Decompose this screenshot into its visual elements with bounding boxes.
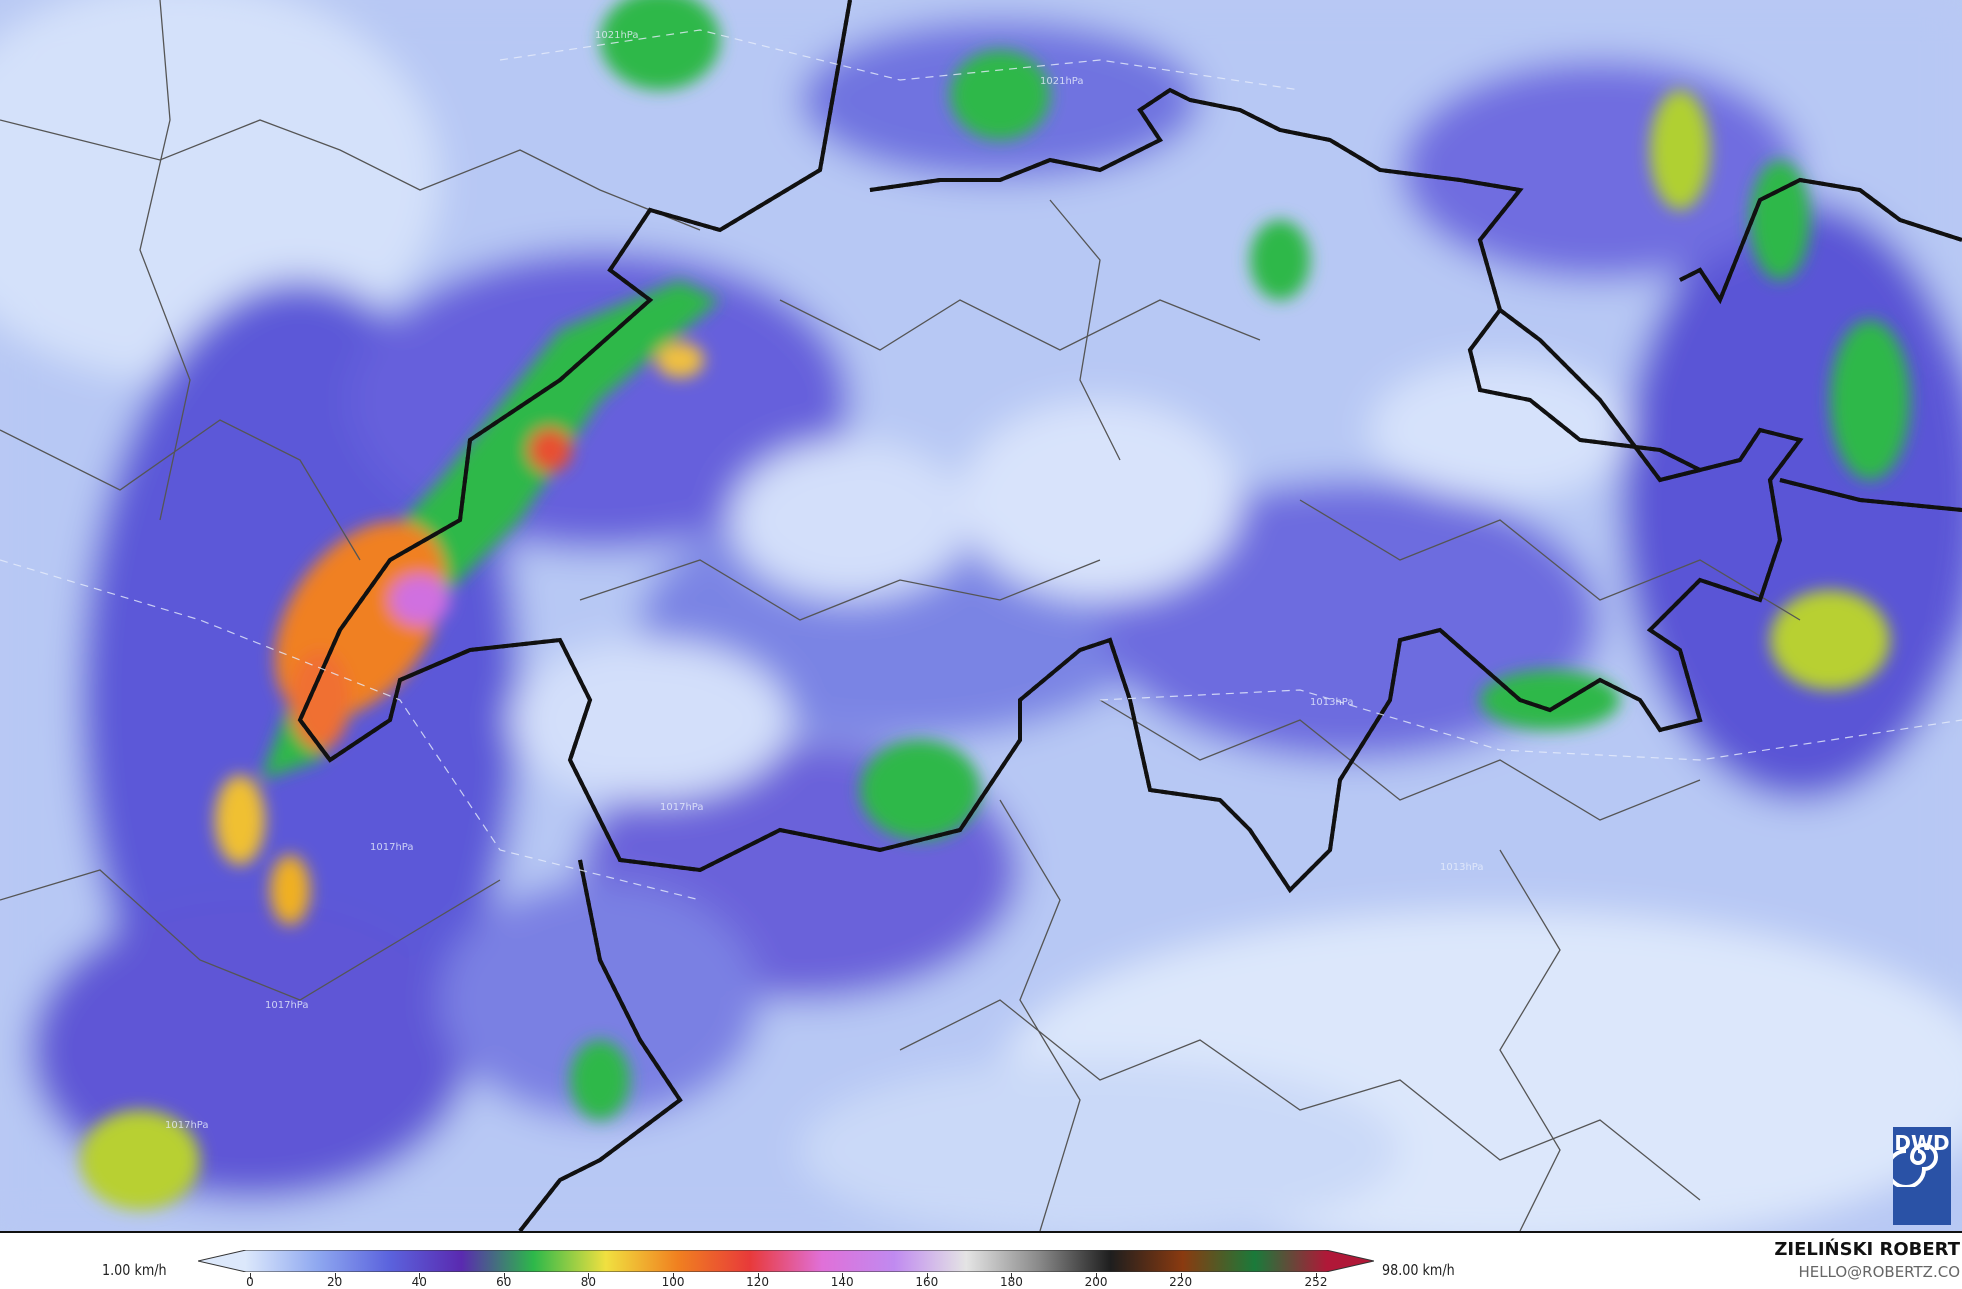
legend-tick-label: 160 — [915, 1275, 939, 1289]
svg-text:1017hPa: 1017hPa — [370, 842, 414, 853]
legend-tick-label: 200 — [1084, 1275, 1108, 1289]
legend-tick — [1011, 1273, 1013, 1279]
legend-tick-label: 220 — [1169, 1275, 1193, 1289]
legend-bar: 1.00 km/h 0 20 40 60 80 100 120 140 160 180 200 220… — [0, 1231, 1962, 1289]
legend-tick — [1316, 1273, 1317, 1279]
map-canvas: 1021hPa 1021hPa 1017hPa 1017hPa 1017hPa … — [0, 0, 1962, 1231]
legend-tick-label: 20 — [326, 1275, 343, 1289]
regional-borders — [0, 0, 1801, 1231]
legend-tick-label: 120 — [746, 1275, 770, 1289]
legend-tick-label: 60 — [496, 1275, 512, 1289]
author-name: ZIELIŃSKI ROBERT — [1774, 1239, 1960, 1260]
svg-text:1021hPa: 1021hPa — [1040, 76, 1084, 87]
legend-tick — [503, 1273, 505, 1279]
legend-max-label: 98.00 km/h — [1382, 1261, 1455, 1279]
svg-text:1017hPa: 1017hPa — [265, 1000, 309, 1011]
legend-tick — [757, 1273, 759, 1279]
svg-text:1017hPa: 1017hPa — [660, 802, 704, 813]
wind-hotspots — [80, 0, 1910, 1210]
wind-gust-map[interactable]: 1021hPa 1021hPa 1017hPa 1017hPa 1017hPa … — [0, 0, 1962, 1231]
dwd-logo: DWD — [1893, 1127, 1951, 1225]
legend-tick — [250, 1273, 251, 1279]
legend-tick — [588, 1273, 590, 1279]
legend-tick — [1180, 1273, 1182, 1279]
svg-text:1013hPa: 1013hPa — [1310, 697, 1354, 708]
legend-tick — [842, 1273, 844, 1279]
legend-tick — [926, 1273, 928, 1279]
legend-tick-label: 80 — [580, 1275, 597, 1289]
svg-text:1021hPa: 1021hPa — [595, 30, 639, 41]
legend-tick-label: 40 — [411, 1275, 427, 1289]
svg-text:1013hPa: 1013hPa — [1440, 862, 1484, 873]
national-borders — [297, 0, 1962, 1231]
color-scale — [198, 1250, 1374, 1272]
legend-tick-label: 100 — [661, 1275, 685, 1289]
legend-tick — [1096, 1273, 1098, 1279]
svg-text:1017hPa: 1017hPa — [165, 1120, 209, 1131]
legend-min-label: 1.00 km/h — [102, 1261, 167, 1279]
isobars — [0, 29, 1962, 901]
legend-tick-label: 140 — [830, 1275, 854, 1289]
legend-tick — [673, 1273, 675, 1279]
legend-tick-label: 252 — [1304, 1275, 1328, 1289]
legend-tick — [334, 1273, 336, 1279]
pressure-labels: 1021hPa 1021hPa 1017hPa 1017hPa 1017hPa … — [165, 30, 1484, 1131]
swirl-icon — [1893, 1143, 1938, 1187]
legend-tick-label: 0 — [246, 1275, 254, 1289]
author-email[interactable]: HELLO@ROBERTZ.CO — [1798, 1263, 1960, 1281]
legend-tick-label: 180 — [999, 1275, 1023, 1289]
legend-tick — [419, 1273, 421, 1279]
